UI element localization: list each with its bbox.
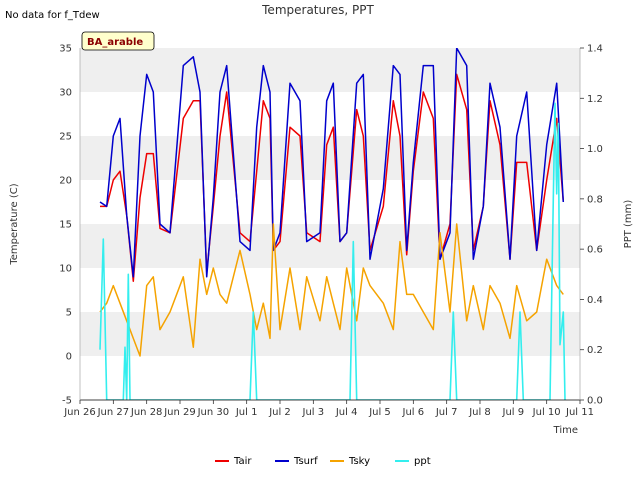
grid-band	[80, 224, 580, 268]
legend-label-tsky: Tsky	[348, 456, 370, 467]
legend-label-tair: Tair	[233, 456, 252, 467]
y2-tick-label: 1.0	[587, 144, 603, 155]
badge-box	[81, 31, 155, 51]
y2-tick-label: 0.0	[587, 396, 603, 407]
y2-tick-label: 0.6	[587, 245, 603, 256]
station-badge: BA_arable	[81, 31, 155, 51]
x-tick-label: Jul 9	[502, 407, 525, 418]
y-tick-label: 30	[59, 88, 72, 99]
grid-band	[80, 48, 580, 92]
series-layer	[99, 48, 566, 400]
y2-axis-label: PPT (mm)	[623, 200, 634, 249]
legend-label-tsurf: Tsurf	[293, 456, 318, 467]
tick-labels: -5 0 5 10 15 20 25 30 35 0.0 0.2 0.4 0.6 0.8 1.0 1.2 1.4…	[59, 44, 603, 419]
x-tick-label: Jul 4	[335, 407, 358, 418]
y-tick-label: 15	[59, 220, 72, 231]
axes	[79, 47, 584, 404]
y2-tick-label: 0.8	[587, 194, 603, 205]
x-tick-label: Jun 28	[130, 407, 163, 418]
grid-band	[80, 312, 580, 356]
y2-tick-label: 1.4	[587, 44, 603, 55]
badge-label: BA_arable	[87, 37, 143, 48]
y2-tick-label: 1.2	[587, 94, 603, 105]
x-tick-label: Jul 7	[435, 407, 458, 418]
x-tick-label: Jul 10	[532, 407, 561, 418]
y-axis-label: Temperature (C)	[9, 183, 20, 265]
x-tick-label: Jul 1	[235, 407, 258, 418]
y-tick-label: -5	[62, 396, 72, 407]
x-tick-label: Jul 6	[402, 407, 425, 418]
x-tick-label: Jul 5	[368, 407, 391, 418]
x-tick-label: Jun 30	[197, 407, 230, 418]
y-tick-label: 10	[59, 264, 72, 275]
background-bands	[80, 48, 580, 356]
series-line-tair	[100, 73, 565, 282]
y-tick-label: 0	[66, 352, 72, 363]
x-tick-label: Jul 2	[268, 407, 291, 418]
series-line-tsky	[99, 223, 564, 357]
grid-band	[80, 136, 580, 180]
no-data-note: No data for f_Tdew	[5, 10, 100, 21]
y-tick-label: 25	[59, 132, 72, 143]
series-line-ppt	[99, 102, 566, 400]
x-tick-label: Jun 29	[163, 407, 196, 418]
chart-title: Temperatures, PPT	[261, 3, 374, 17]
y-tick-label: 20	[59, 176, 72, 187]
legend-label-ppt: ppt	[414, 456, 431, 467]
legend: Tair Tsurf Tsky ppt	[215, 456, 431, 467]
x-tick-label: Jul 8	[468, 407, 491, 418]
x-tick-label: Jun 27	[97, 407, 130, 418]
x-tick-label: Jul 3	[302, 407, 325, 418]
y-tick-label: 35	[59, 44, 72, 55]
y2-tick-label: 0.2	[587, 345, 603, 356]
y-tick-label: 5	[66, 308, 72, 319]
x-axis-label: Time	[553, 425, 578, 436]
x-tick-label: Jun 26	[63, 407, 96, 418]
series-line-tsurf	[99, 48, 565, 278]
y2-tick-label: 0.4	[587, 295, 603, 306]
x-tick-label: Jul 11	[565, 407, 594, 418]
